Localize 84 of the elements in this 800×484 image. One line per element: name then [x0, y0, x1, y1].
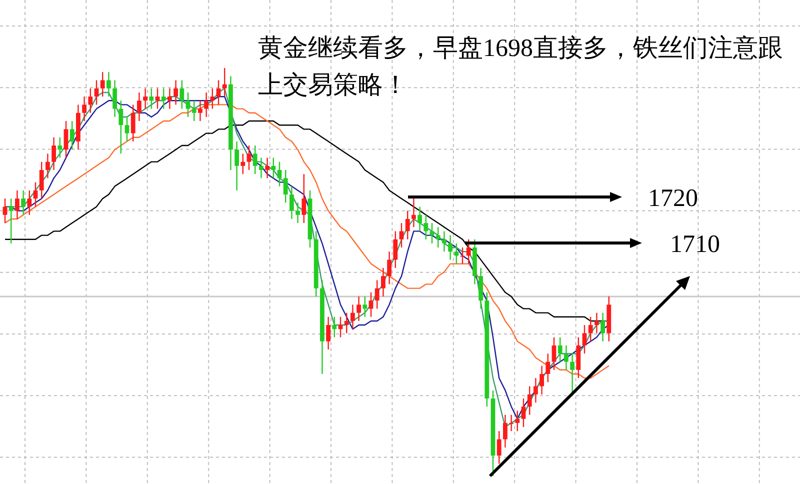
candlestick: [186, 92, 190, 118]
candlestick: [259, 157, 264, 179]
candlestick: [210, 88, 215, 110]
candlestick: [27, 190, 32, 216]
candlestick: [149, 88, 154, 110]
candlestick: [64, 120, 68, 158]
candlestick: [52, 136, 56, 171]
candlestick: [39, 161, 44, 200]
chart-title: 黄金继续看多，早盘1698直接多，铁丝们注意跟上交易策略！: [258, 34, 784, 101]
candlestick: [70, 120, 74, 150]
candlestick: [234, 140, 239, 191]
candlestick: [204, 92, 208, 118]
candlestick: [552, 336, 556, 371]
candlestick: [521, 398, 526, 428]
candlestick: [124, 116, 130, 142]
candlestick: [534, 377, 538, 404]
candlestick: [356, 296, 361, 322]
candlestick: [418, 206, 422, 232]
candlestick: [265, 157, 270, 179]
candlestick: [412, 198, 416, 228]
candlestick: [8, 198, 14, 244]
candlestick: [100, 71, 105, 98]
candlestick: [430, 222, 434, 244]
candlestick: [130, 104, 136, 142]
candlestick: [564, 344, 568, 371]
candlestick: [180, 80, 184, 110]
text: 1710: [670, 231, 720, 258]
candlestick: [46, 153, 50, 179]
candlestick: [82, 96, 86, 122]
candlestick: [527, 386, 532, 416]
candlestick: [174, 80, 178, 106]
candlestick: [198, 100, 202, 122]
candlestick: [192, 100, 196, 122]
candlestick: [246, 144, 252, 171]
candlestick: [2, 198, 8, 224]
candlestick: [168, 88, 172, 110]
candlestick: [283, 169, 288, 204]
candlestick: [296, 202, 300, 224]
candlestick: [600, 312, 605, 342]
candlestick: [326, 316, 330, 350]
candlestick: [424, 214, 428, 240]
candlestick: [466, 238, 471, 264]
candlestick: [381, 267, 386, 298]
candlestick: [344, 312, 349, 334]
candlestick: [582, 324, 587, 354]
candlestick: [88, 88, 93, 114]
candlestick: [503, 414, 508, 448]
candlestick: [405, 210, 410, 240]
candlestick: [222, 67, 227, 98]
candlestick: [515, 410, 520, 432]
candlestick: [509, 414, 514, 432]
candlestick: [558, 336, 562, 362]
candlestick: [594, 312, 599, 334]
candlestick: [252, 144, 258, 175]
candlestick: [496, 430, 502, 464]
candlestick: [332, 316, 337, 338]
candlestick: [588, 316, 593, 342]
candlestick: [290, 186, 294, 220]
candlestick: [137, 92, 142, 122]
candlestick: [570, 353, 574, 395]
candlestick: [442, 230, 446, 252]
candlestick: [393, 230, 398, 269]
candlestick: [387, 251, 392, 285]
candlestick: [15, 190, 20, 220]
candlestick: [118, 100, 124, 154]
candlestick: [58, 136, 62, 158]
candlestick: [112, 80, 117, 118]
candlestick: [350, 304, 355, 330]
candlestick: [362, 296, 368, 318]
candlestick: [161, 88, 166, 110]
candlestick: [106, 71, 111, 98]
candlestick: [240, 153, 246, 175]
candlestick: [143, 88, 148, 110]
candlestick: [454, 242, 459, 264]
candlestick: [302, 173, 306, 224]
candlestick: [436, 226, 440, 248]
candlestick: [540, 365, 544, 395]
candlestick: [448, 234, 452, 260]
candlestick: [271, 157, 276, 179]
candlestick: [21, 190, 26, 216]
candlestick: [546, 353, 550, 383]
text: 1720: [648, 185, 698, 212]
candlestick: [399, 222, 404, 248]
candlestick: [374, 280, 380, 310]
